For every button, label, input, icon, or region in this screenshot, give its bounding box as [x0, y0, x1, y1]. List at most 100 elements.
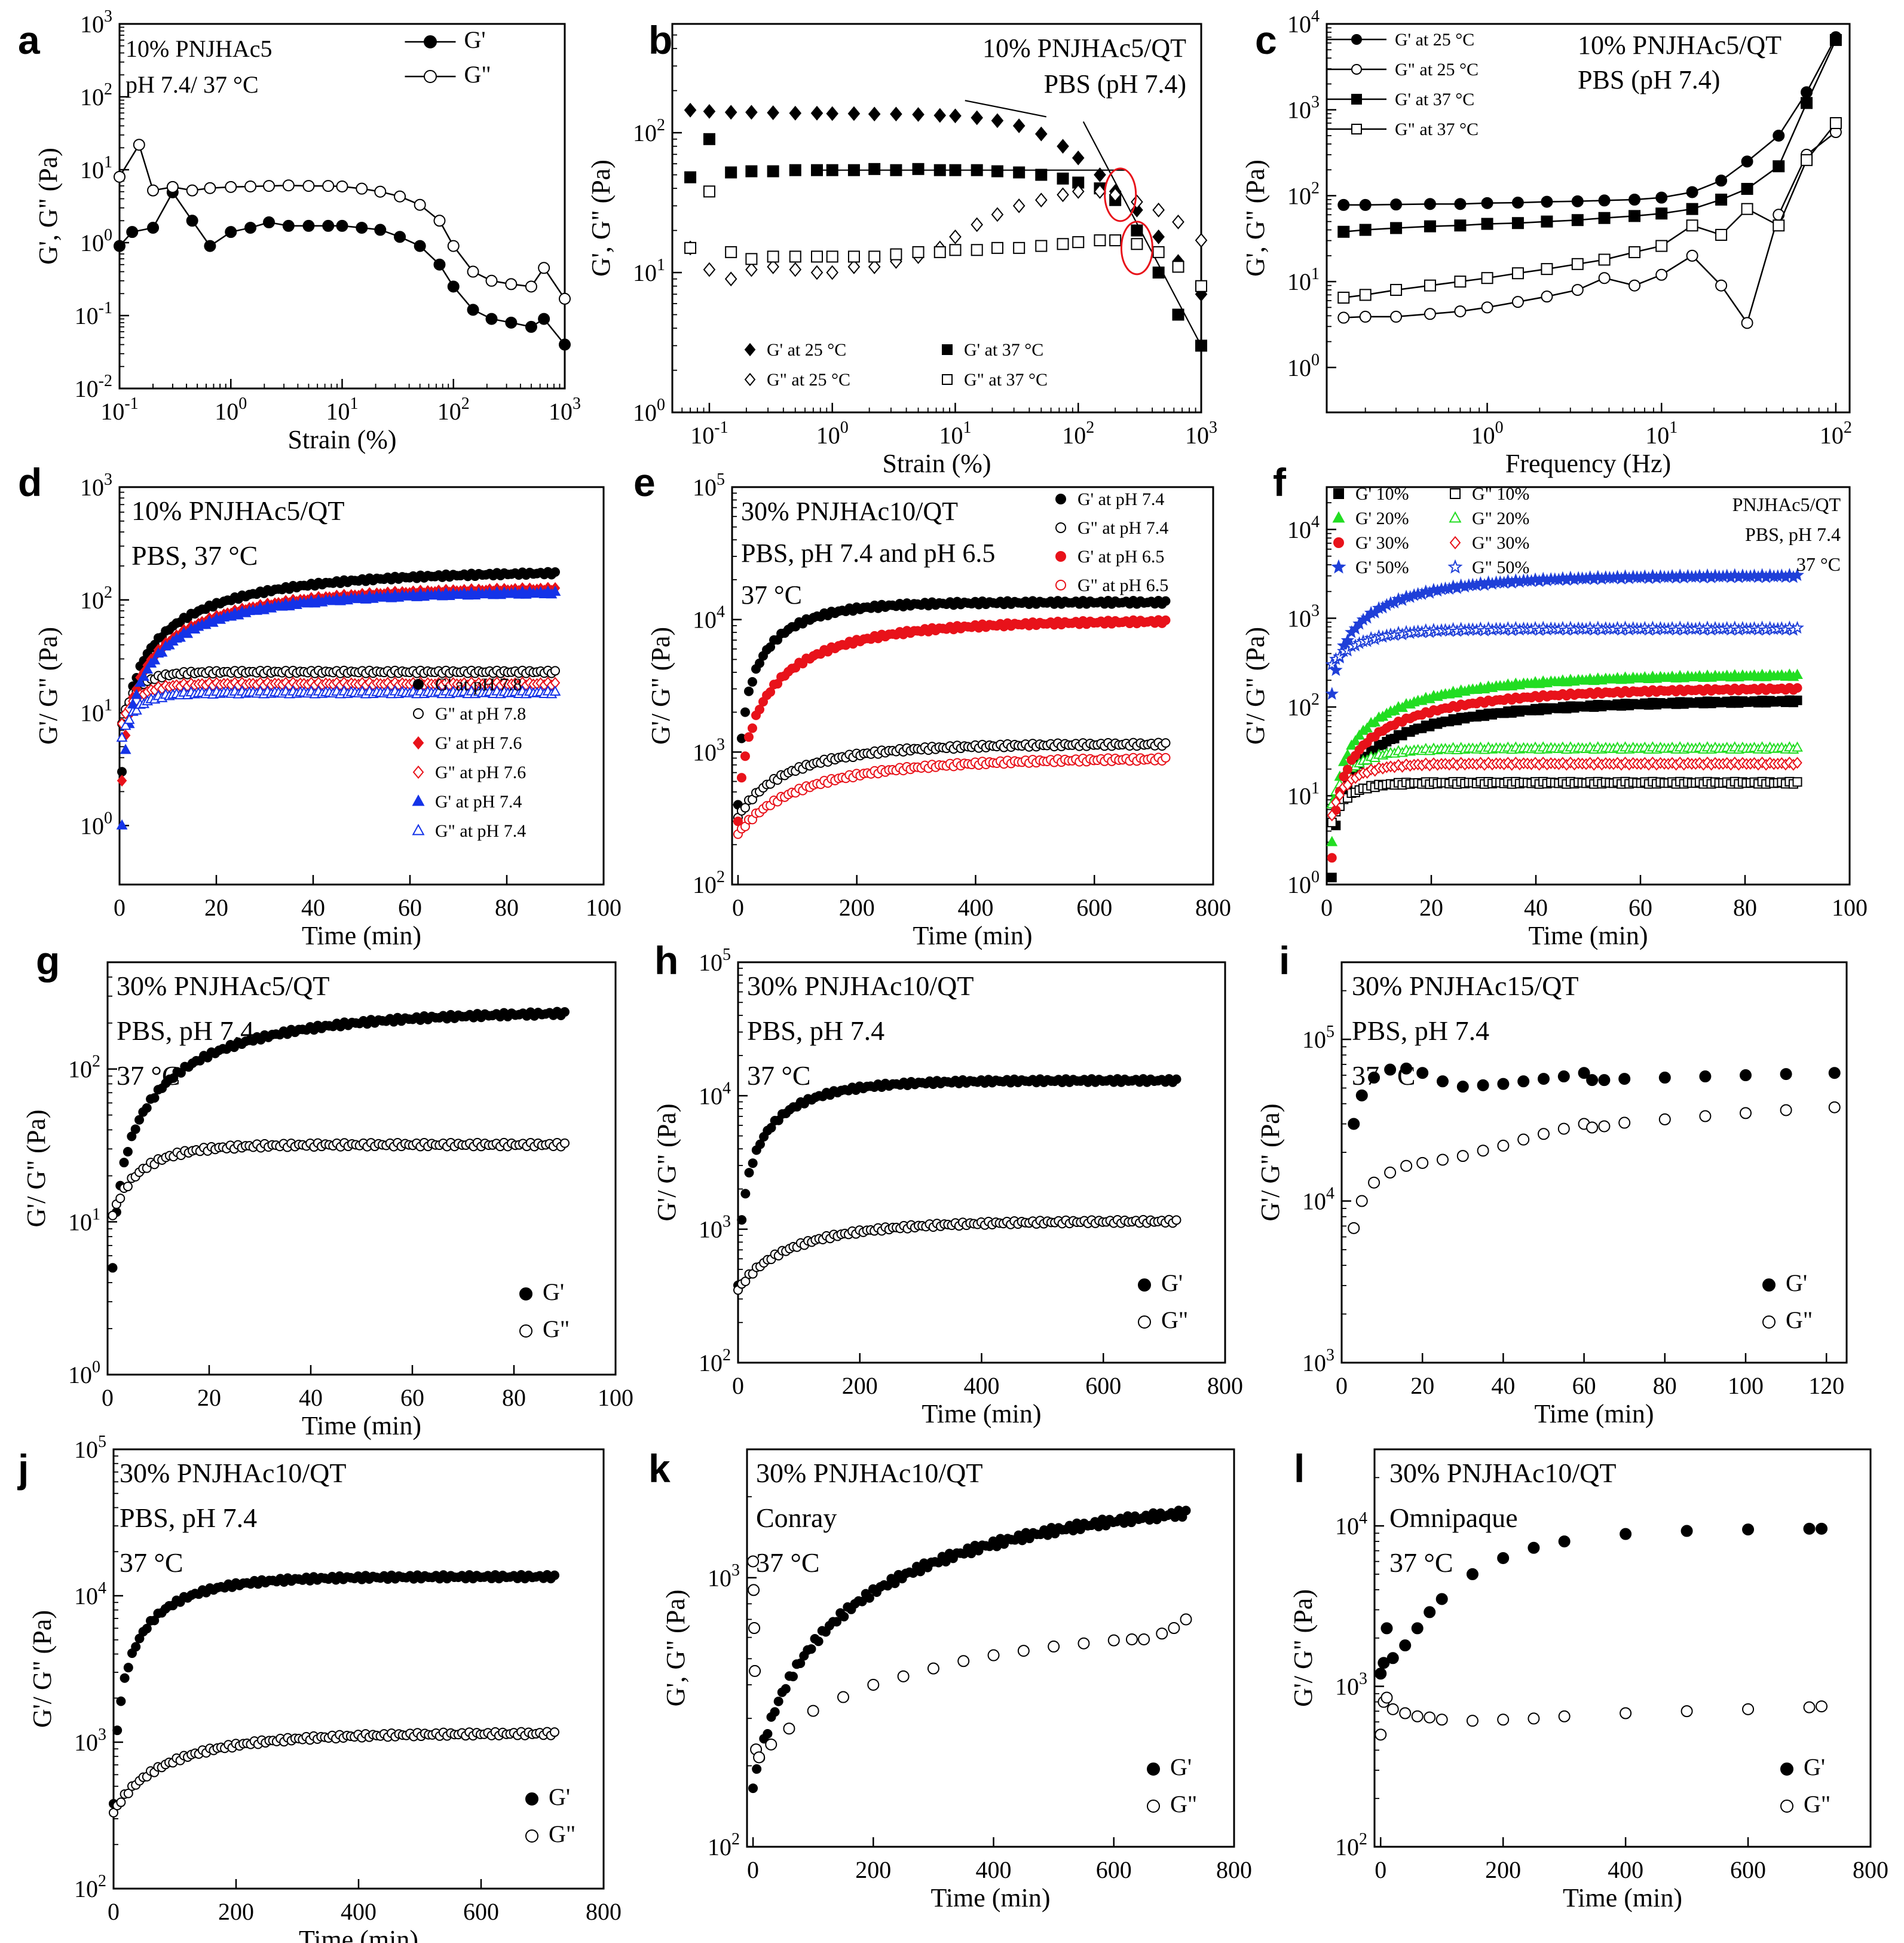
legend-label: G" at pH 7.4 — [1077, 518, 1168, 538]
data-point — [282, 219, 295, 232]
y-tick-label: 10-2 — [75, 372, 112, 402]
data-point — [447, 240, 460, 252]
y-tick-label: 102 — [74, 1872, 106, 1902]
y-tick-label: 102 — [80, 583, 112, 614]
y-axis-label: G', G" (Pa) — [33, 148, 63, 265]
y-tick-exp: 3 — [731, 1561, 740, 1580]
annotation: 37 °C — [747, 1060, 811, 1091]
data-point — [1816, 1700, 1828, 1713]
series-0 — [108, 1006, 570, 1273]
series-5 — [1327, 756, 1802, 822]
y-tick-label: 101 — [68, 1205, 100, 1235]
y-tick-exp: 5 — [717, 470, 725, 489]
data-point — [740, 751, 750, 761]
data-point — [1477, 1079, 1489, 1091]
data-point — [1517, 1075, 1530, 1088]
data-point — [1655, 268, 1668, 281]
data-point — [890, 106, 902, 122]
data-point — [1172, 308, 1184, 321]
legend-marker — [1762, 1278, 1776, 1292]
data-point — [1355, 1089, 1368, 1101]
data-point — [1541, 290, 1553, 303]
data-point — [1792, 777, 1802, 787]
x-tick-label: 101 — [1645, 418, 1678, 449]
data-point — [1620, 1528, 1632, 1540]
legend-marker — [744, 342, 756, 357]
series-7 — [1325, 620, 1804, 671]
data-point — [1740, 1107, 1752, 1119]
y-tick-exp: 1 — [104, 153, 112, 172]
panel-letter: k — [648, 1446, 671, 1491]
y-tick-base: 10 — [80, 11, 104, 38]
y-tick-base: 10 — [693, 607, 717, 634]
data-point — [123, 714, 135, 724]
y-tick-exp: 2 — [1311, 690, 1320, 709]
data-point — [991, 241, 1003, 254]
data-point — [736, 773, 746, 783]
data-point — [1168, 1622, 1180, 1635]
y-tick-label: 102 — [1335, 1830, 1367, 1861]
data-point — [131, 1642, 141, 1652]
legend-marker — [1351, 34, 1362, 45]
x-tick-label: 800 — [1853, 1856, 1888, 1883]
data-point — [1628, 279, 1641, 292]
data-point — [868, 106, 881, 122]
data-point — [1386, 1652, 1399, 1664]
annotation: 30% PNJHAc10/QT — [756, 1458, 982, 1488]
x-tick-label: 0 — [108, 1898, 120, 1925]
y-tick-exp: 0 — [104, 809, 112, 827]
data-point — [1327, 873, 1337, 883]
y-tick-label: 104 — [693, 603, 725, 634]
data-point — [1359, 289, 1372, 301]
data-point — [1172, 215, 1184, 230]
data-point — [1497, 1552, 1510, 1564]
legend-marker — [424, 70, 437, 83]
legend-entry: G' — [405, 26, 486, 53]
series-1 — [733, 1214, 1181, 1295]
data-point — [912, 163, 925, 175]
data-point — [1094, 184, 1106, 199]
legend-marker — [1351, 64, 1362, 75]
data-point — [748, 1584, 760, 1596]
data-point — [868, 163, 881, 175]
legend-marker — [1351, 94, 1362, 105]
y-tick-exp: -2 — [99, 372, 112, 390]
legend-entry: G" 20% — [1449, 509, 1529, 528]
annotation: 37 °C — [120, 1547, 183, 1578]
x-tick-label: 600 — [1096, 1856, 1132, 1883]
legend-entry: G" at pH 7.4 — [412, 821, 526, 841]
data-point — [1384, 1063, 1397, 1076]
y-tick-base: 10 — [1287, 516, 1311, 543]
data-point — [1541, 195, 1553, 208]
y-tick-label: 102 — [1287, 690, 1320, 721]
data-point — [916, 1566, 926, 1577]
data-point — [971, 244, 983, 256]
legend-entry: G" — [1147, 1791, 1197, 1817]
data-point — [156, 646, 168, 657]
y-tick-base: 10 — [1287, 182, 1311, 209]
data-point — [1390, 198, 1403, 211]
data-point — [1620, 1707, 1632, 1719]
x-tick-exp: 3 — [573, 394, 581, 413]
y-tick-base: 10 — [80, 700, 104, 727]
data-point — [949, 108, 962, 124]
data-point — [912, 246, 925, 258]
x-tick-label: 100 — [215, 394, 247, 425]
data-point — [703, 104, 716, 119]
data-point — [116, 1696, 126, 1706]
data-point — [1741, 203, 1753, 215]
data-point — [847, 250, 860, 263]
legend-entry: G' — [1138, 1269, 1183, 1296]
data-point — [116, 819, 128, 830]
data-point — [1571, 214, 1584, 227]
y-tick-label: 102 — [699, 1346, 731, 1376]
data-point — [550, 1727, 559, 1737]
y-tick-label: 103 — [699, 1213, 731, 1243]
legend-label: G' at 25 °C — [767, 340, 846, 360]
x-tick-exp: 2 — [1086, 418, 1094, 437]
data-point — [336, 180, 348, 192]
x-tick-label: 0 — [747, 1856, 759, 1883]
x-tick-label: 40 — [1491, 1372, 1515, 1399]
y-axis-label: G', G" (Pa) — [1241, 160, 1270, 277]
